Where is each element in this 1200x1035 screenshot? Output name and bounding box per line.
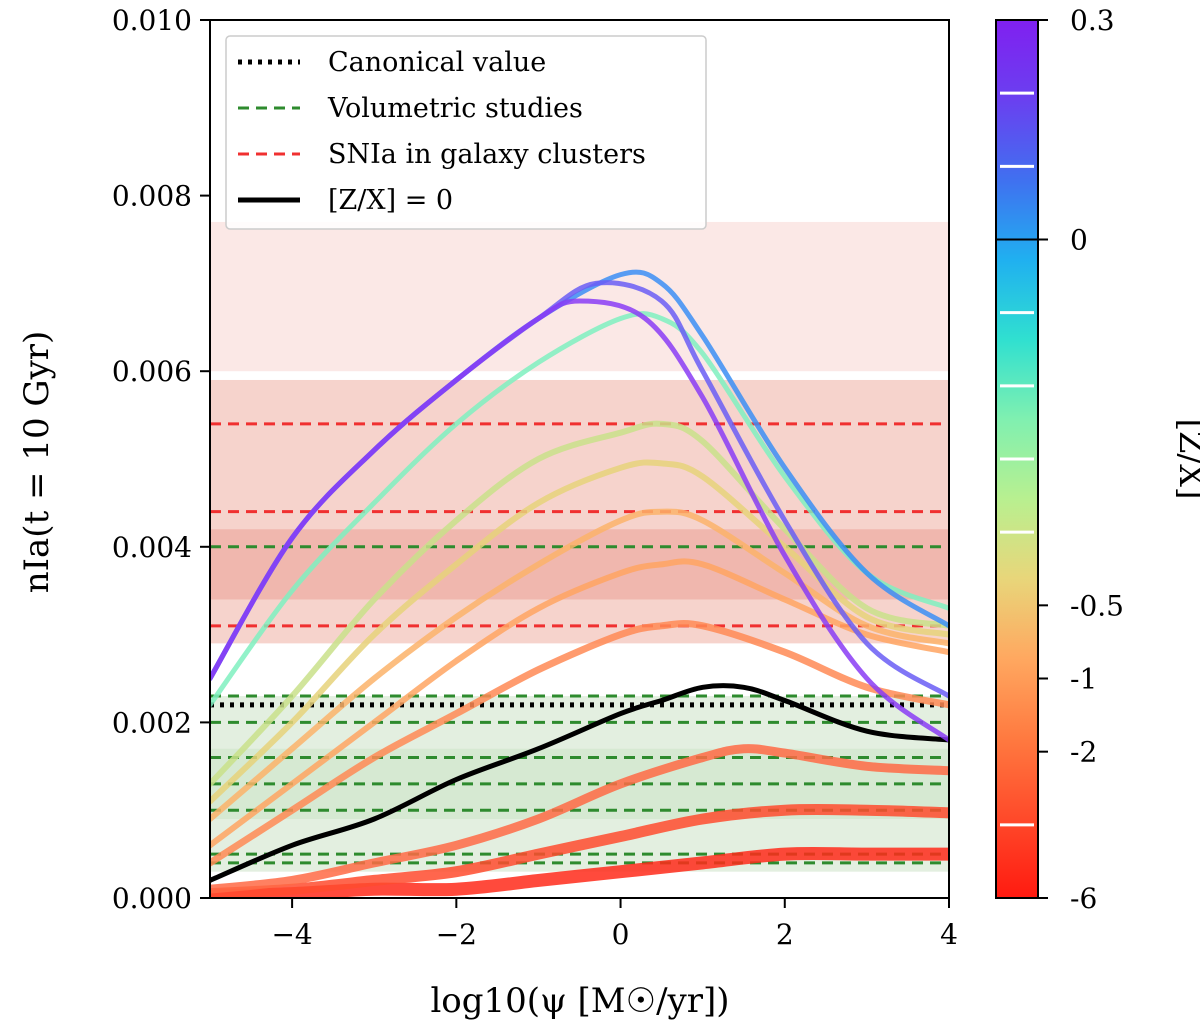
legend-box <box>225 35 707 230</box>
axes: −4 −2 0 2 4 0.000 0.002 0.004 0.006 0.008 0.010 <box>112 4 958 951</box>
x-tick-label: 2 <box>776 918 794 951</box>
series-line <box>210 311 949 708</box>
x-tick-label: 0 <box>612 918 630 951</box>
y-tick-label: 0.008 <box>112 180 192 213</box>
x-tick-label: −2 <box>436 918 477 951</box>
series-line <box>210 846 949 898</box>
legend-label: SNIa in galaxy clusters <box>328 139 646 170</box>
y-tick-label: 0.006 <box>112 355 192 388</box>
y-tick-label: 0.002 <box>112 706 192 739</box>
x-axis-label: log10(ψ [M☉/yr]) <box>430 981 729 1021</box>
series-line <box>210 508 949 822</box>
clusters-band <box>210 221 949 372</box>
colorbar: 0.3 0 -0.5 -1 -2 -6 [Z/X] <box>995 4 1200 915</box>
series-line <box>210 459 949 805</box>
series-line <box>210 683 949 883</box>
colorbar-tick-label: -6 <box>1070 882 1097 915</box>
colorbar-tick-label: -2 <box>1070 736 1097 769</box>
legend: Canonical value Volumetric studies SNIa in… <box>225 35 707 230</box>
legend-label: Canonical value <box>328 47 546 78</box>
series-line <box>210 298 949 743</box>
colorbar-tick-label: -1 <box>1070 663 1097 696</box>
legend-label: Volumetric studies <box>327 93 583 124</box>
y-tick-label: 0.004 <box>112 531 192 564</box>
colorbar-tick-label: 0.3 <box>1070 4 1115 37</box>
y-axis-label: nIa(t = 10 Gyr) <box>17 331 57 594</box>
legend-label: [Z/X] = 0 <box>328 185 453 216</box>
series-line <box>210 619 949 867</box>
series-line <box>210 420 949 787</box>
series-line <box>210 744 949 894</box>
y-tick-label: 0.010 <box>112 4 192 37</box>
y-tick-label: 0.000 <box>112 882 192 915</box>
colorbar-tick-label: -0.5 <box>1070 589 1124 622</box>
x-tick-label: −4 <box>271 918 312 951</box>
series-lines <box>210 269 949 898</box>
series-line <box>210 558 949 849</box>
x-tick-label: 4 <box>940 918 958 951</box>
plot-frame <box>209 19 950 899</box>
series-line <box>210 803 949 898</box>
colorbar-title: [Z/X] <box>1172 419 1200 500</box>
colorbar-tick-label: 0 <box>1070 224 1088 257</box>
